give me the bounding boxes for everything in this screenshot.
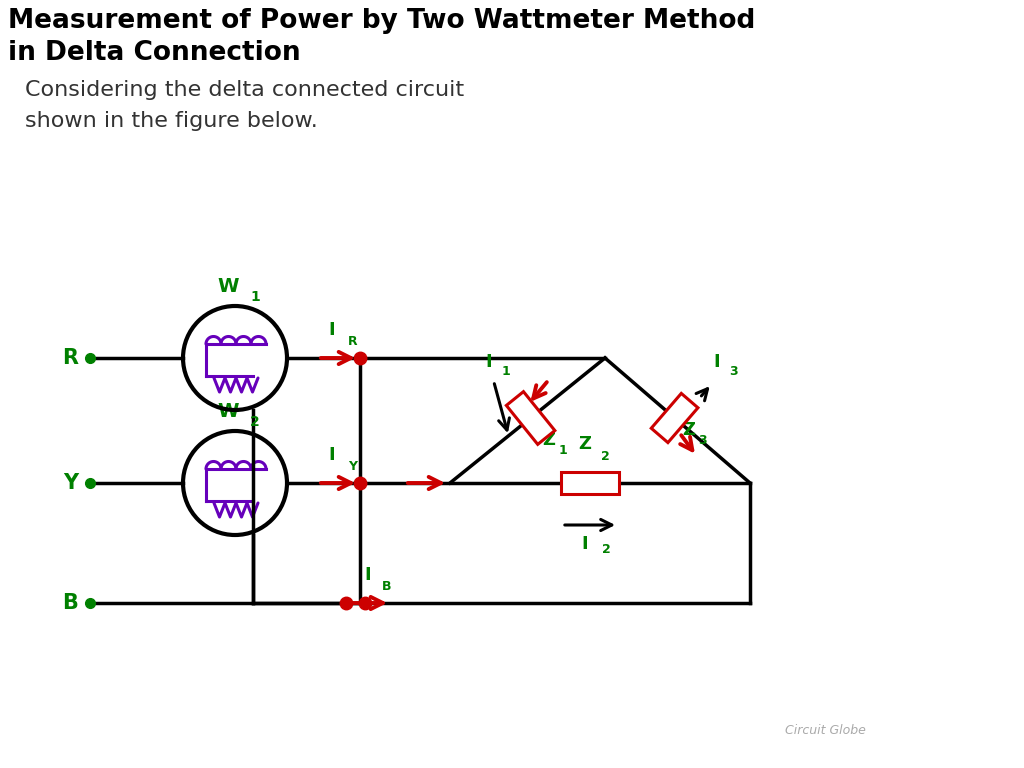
Text: I: I (329, 446, 335, 464)
Text: Considering the delta connected circuit: Considering the delta connected circuit (25, 80, 464, 100)
Polygon shape (651, 393, 698, 442)
Bar (561, 472, 618, 494)
Text: B: B (62, 593, 78, 613)
Text: 1: 1 (250, 290, 260, 304)
Text: R: R (348, 335, 357, 348)
Text: 1: 1 (559, 443, 567, 456)
Text: I: I (582, 535, 589, 553)
Text: 2: 2 (601, 450, 609, 463)
Text: Z: Z (543, 431, 555, 449)
Text: I: I (329, 321, 335, 339)
Text: I: I (485, 353, 492, 371)
Text: I: I (714, 353, 720, 371)
Text: R: R (62, 348, 78, 368)
Text: W: W (217, 277, 239, 296)
Text: Z: Z (579, 435, 592, 453)
Text: W: W (217, 402, 239, 421)
Text: 3: 3 (729, 365, 738, 378)
Text: B: B (382, 580, 391, 593)
Text: I: I (365, 566, 372, 584)
Text: Z: Z (683, 421, 695, 439)
Polygon shape (506, 392, 555, 445)
Text: Measurement of Power by Two Wattmeter Method: Measurement of Power by Two Wattmeter Me… (8, 8, 756, 34)
Text: 2: 2 (602, 543, 610, 556)
Text: Y: Y (62, 473, 78, 493)
Text: Circuit Globe: Circuit Globe (785, 723, 866, 737)
Text: shown in the figure below.: shown in the figure below. (25, 111, 317, 131)
Text: Y: Y (348, 460, 357, 473)
Text: 2: 2 (250, 415, 260, 429)
Text: 3: 3 (698, 433, 708, 446)
Text: in Delta Connection: in Delta Connection (8, 40, 301, 66)
Text: 1: 1 (502, 365, 510, 378)
